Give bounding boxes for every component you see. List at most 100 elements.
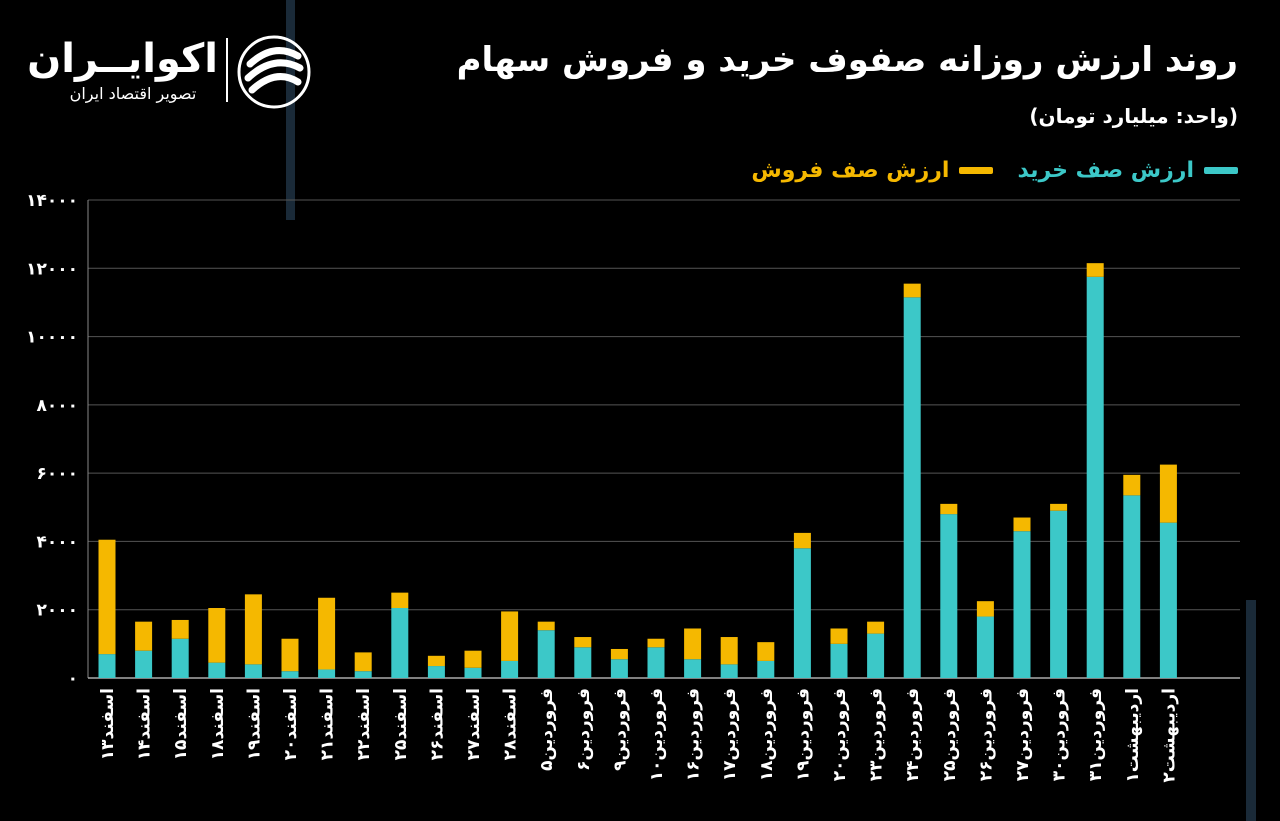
bar-sell	[757, 642, 775, 661]
bar-buy	[464, 667, 482, 678]
x-tick-label: اسفند۱۳	[98, 688, 118, 760]
bar-sell	[98, 539, 116, 655]
x-tick-label: فروردین۲۵	[940, 688, 960, 781]
background-decoration-bar	[286, 0, 295, 220]
bar-buy	[720, 664, 738, 678]
x-tick-label: فروردین۲۶	[976, 688, 996, 781]
bar-sell	[537, 621, 555, 631]
bar-buy	[208, 662, 226, 678]
y-tick-label: ۸۰۰۰	[36, 396, 78, 416]
bar-buy	[610, 659, 628, 678]
bar-buy	[867, 633, 885, 678]
bar-sell	[1013, 517, 1031, 532]
x-tick-label: فروردین۲۰	[830, 688, 850, 781]
y-tick-label: ۰	[68, 669, 78, 689]
bar-buy	[244, 664, 262, 678]
bar-buy	[647, 647, 665, 678]
bar-sell	[427, 655, 445, 667]
legend-label-sell: ارزش صف فروش	[751, 158, 950, 183]
bar-buy	[427, 666, 445, 678]
x-tick-label: اسفند۱۵	[171, 688, 191, 760]
bar-buy	[354, 671, 372, 678]
x-tick-label: فروردین۱۶	[684, 688, 704, 781]
bar-buy	[135, 650, 153, 678]
bar-sell	[1123, 474, 1141, 496]
bar-buy	[501, 660, 519, 678]
x-tick-label: فروردین۱۰	[647, 688, 667, 781]
bar-sell	[501, 611, 519, 661]
x-tick-label: اسفند۲۷	[464, 688, 484, 760]
bar-buy	[574, 647, 592, 678]
x-tick-label: اسفند۲۵	[391, 688, 411, 760]
bar-sell	[720, 637, 738, 665]
legend-label-buy: ارزش صف خرید	[1017, 158, 1194, 183]
bar-buy	[391, 608, 409, 678]
bar-sell	[391, 592, 409, 609]
chart-unit-label: (واحد: میلیارد تومان)	[1029, 104, 1238, 128]
bar-buy	[793, 548, 811, 678]
bar-buy	[171, 638, 189, 678]
bar-sell	[354, 652, 372, 672]
bar-buy	[684, 659, 702, 678]
x-tick-label: اردیبهشت۱	[1123, 688, 1143, 783]
bar-buy	[830, 643, 848, 678]
x-tick-label: فروردین۳۰	[1050, 688, 1070, 781]
bar-sell	[903, 283, 921, 298]
x-tick-label: اسفند۲۸	[501, 688, 521, 760]
bar-sell	[135, 621, 153, 651]
x-tick-label: فروردین۱۹	[793, 688, 813, 781]
bar-buy	[1086, 276, 1104, 678]
bar-sell	[464, 650, 482, 668]
chart-title: روند ارزش روزانه صفوف خرید و فروش سهام	[456, 40, 1238, 80]
y-tick-label: ۱۴۰۰۰	[26, 191, 78, 211]
bar-sell	[940, 503, 958, 515]
y-tick-label: ۱۰۰۰۰	[26, 328, 78, 348]
x-tick-label: فروردین۶	[574, 688, 594, 771]
bar-buy	[1013, 531, 1031, 678]
bar-buy	[757, 660, 775, 678]
legend-item-buy: ارزش صف خرید	[1017, 158, 1238, 183]
legend-item-sell: ارزش صف فروش	[751, 158, 994, 183]
x-tick-label: فروردین۲۳	[867, 688, 887, 781]
x-tick-label: اسفند۲۶	[427, 688, 447, 760]
bar-sell	[208, 608, 226, 663]
x-tick-label: فروردین۱۸	[757, 688, 777, 781]
x-tick-label: فروردین۵	[537, 688, 557, 771]
x-tick-label: فروردین۹	[610, 688, 630, 771]
chart-legend: ارزش صف خرید ارزش صف فروش	[751, 158, 1238, 183]
bar-sell	[830, 628, 848, 644]
x-tick-label: اردیبهشت۲	[1159, 688, 1179, 783]
x-tick-label: فروردین۳۱	[1086, 688, 1106, 781]
x-tick-label: اسفند۲۱	[318, 688, 338, 760]
x-tick-label: اسفند۲۲	[354, 688, 374, 760]
x-tick-label: فروردین۲۷	[1013, 688, 1033, 781]
bar-sell	[684, 628, 702, 660]
brand-name: اکوایــران	[27, 36, 218, 82]
y-tick-label: ۱۲۰۰۰	[26, 259, 78, 279]
y-tick-label: ۶۰۰۰	[36, 464, 78, 484]
bar-buy	[1123, 495, 1141, 678]
y-tick-label: ۴۰۰۰	[36, 532, 78, 552]
bar-buy	[903, 297, 921, 678]
bar-sell	[1086, 263, 1104, 277]
x-tick-label: اسفند۱۸	[208, 688, 228, 760]
background-decoration-bar	[1246, 600, 1256, 821]
x-tick-label: اسفند۱۹	[244, 688, 264, 760]
bar-sell	[244, 594, 262, 665]
bar-sell	[976, 601, 994, 617]
bar-sell	[610, 648, 628, 660]
bar-sell	[318, 597, 336, 670]
bar-sell	[867, 621, 885, 634]
x-tick-label: اسفند۲۰	[281, 688, 301, 760]
bar-buy	[976, 616, 994, 678]
bar-buy	[318, 669, 336, 678]
bar-sell	[574, 637, 592, 648]
legend-swatch-sell	[959, 167, 994, 174]
brand-logo-block: اکوایــران تصویر اقتصاد ایران	[27, 34, 318, 114]
legend-swatch-buy	[1204, 167, 1238, 174]
x-tick-label: فروردین۱۷	[720, 688, 740, 781]
bar-buy	[537, 630, 555, 678]
bar-sell	[281, 638, 299, 672]
bar-sell	[1050, 503, 1068, 511]
